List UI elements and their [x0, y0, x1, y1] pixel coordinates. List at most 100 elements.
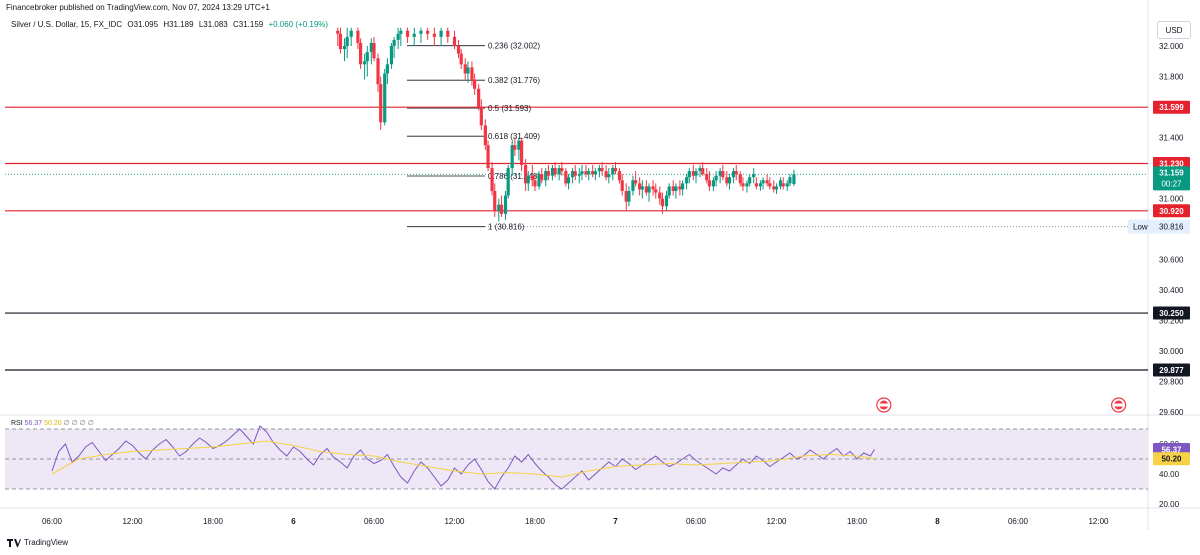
candle-body — [358, 42, 363, 65]
candle-body — [493, 190, 497, 211]
candle-body — [638, 183, 642, 190]
candle-body — [530, 175, 534, 181]
candle-body — [593, 171, 597, 175]
candle-body — [439, 30, 443, 37]
candle-body — [718, 171, 722, 176]
candle-body — [376, 58, 380, 85]
candle-body — [432, 33, 436, 37]
candle-body — [785, 183, 789, 187]
candle-body — [452, 36, 457, 46]
candle-body — [497, 204, 501, 211]
candle-body — [486, 145, 490, 169]
candle-body — [546, 171, 551, 176]
candle-body — [540, 174, 544, 181]
fib-level-label: 0.786 (31.148) — [488, 172, 540, 181]
candle-body — [644, 186, 648, 193]
fib-level-label: 0.382 (31.776) — [488, 76, 540, 85]
candle-body — [513, 145, 517, 150]
price-tick-label: 29.800 — [1159, 378, 1184, 387]
rsi-ma-tag-label: 50.20 — [1161, 455, 1182, 464]
candle-body — [463, 64, 467, 74]
candle-body — [405, 30, 410, 37]
candle-body — [550, 168, 555, 176]
candle-body — [524, 165, 528, 184]
candle-body — [678, 186, 682, 190]
candle-body — [714, 175, 718, 181]
candle-body — [385, 64, 390, 74]
candle-body — [356, 30, 360, 43]
candle-body — [617, 171, 622, 181]
candle-body — [640, 186, 644, 190]
candle-body — [399, 30, 403, 34]
rsi-extra-values: ∅ ∅ ∅ ∅ — [63, 420, 94, 427]
candle-body — [573, 171, 577, 176]
fib-level-label: 0.618 (31.409) — [488, 132, 540, 141]
fib-level-label: 0.236 (32.002) — [488, 42, 540, 51]
candle-body — [419, 30, 423, 34]
candle-body — [597, 168, 601, 172]
rsi-tick-label: 20.00 — [1159, 500, 1180, 509]
level-price-tag-label: 29.877 — [1159, 366, 1184, 375]
candle-body — [372, 42, 376, 59]
candle-body — [671, 186, 675, 191]
candle-body — [667, 186, 671, 196]
level-price-tag — [1153, 306, 1190, 320]
last-price-value: 31.159 — [1159, 168, 1184, 177]
candle-body — [580, 171, 584, 175]
last-price-tag — [1153, 166, 1190, 191]
time-tick-label: 06:00 — [42, 517, 63, 526]
candle-body — [768, 183, 772, 187]
price-tick-label: 30.200 — [1159, 317, 1184, 326]
symbol-name: Silver / U.S. Dollar, 15, FX_IDC — [11, 20, 123, 29]
candle-body — [705, 174, 709, 181]
rsi-value: 56.37 — [24, 420, 43, 427]
candle-body — [711, 180, 716, 187]
candle-body — [396, 33, 400, 40]
candle-body — [365, 52, 369, 62]
level-price-tag-label: 30.250 — [1159, 309, 1184, 318]
time-tick-label: 6 — [291, 517, 296, 526]
candle-body — [577, 174, 581, 176]
time-tick-label: 7 — [613, 517, 618, 526]
candle-body — [392, 39, 396, 46]
fib-level-label: 0.5 (31.593) — [488, 104, 531, 113]
time-tick-label: 12:00 — [766, 517, 787, 526]
symbol-legend: Silver / U.S. Dollar, 15, FX_IDC O31.095… — [11, 20, 328, 29]
price-tick-label: 31.400 — [1159, 134, 1184, 143]
candle-body — [788, 177, 792, 184]
candle-body — [691, 171, 695, 176]
candle-body — [774, 186, 779, 190]
candle-body — [658, 192, 662, 199]
candle-body — [765, 180, 769, 184]
time-tick-label: 12:00 — [122, 517, 143, 526]
candle-body — [383, 73, 387, 123]
time-tick-label: 12:00 — [444, 517, 465, 526]
rsi-series-rsi — [51, 425, 875, 490]
candle-body — [687, 171, 691, 178]
rsi-label: RSI — [11, 420, 23, 427]
time-tick-label: 12:00 — [1088, 517, 1109, 526]
candle-body — [620, 180, 624, 191]
rsi-ma-value: 50.20 — [44, 420, 62, 427]
candle-body — [607, 174, 611, 178]
candle-body — [459, 53, 463, 65]
candle-body — [624, 190, 628, 202]
high-value: H31.189 — [163, 20, 194, 29]
candle-body — [553, 168, 557, 175]
price-tick-label: 30.000 — [1159, 347, 1184, 356]
currency-button[interactable]: USD — [1157, 21, 1191, 39]
candle-body — [660, 198, 665, 207]
candle-body — [685, 177, 689, 184]
candle-body — [564, 171, 568, 184]
time-tick-label: 06:00 — [364, 517, 385, 526]
time-tick-label: 06:00 — [686, 517, 707, 526]
time-tick-label: 8 — [935, 517, 940, 526]
level-price-tag — [1153, 363, 1190, 377]
change-value: +0.060 (+0.19%) — [268, 20, 329, 29]
price-tick-label: 30.600 — [1159, 256, 1184, 265]
candle-body — [456, 46, 461, 54]
low-value: L31.083 — [198, 20, 228, 29]
candle-body — [490, 168, 494, 191]
candle-body — [741, 183, 745, 187]
